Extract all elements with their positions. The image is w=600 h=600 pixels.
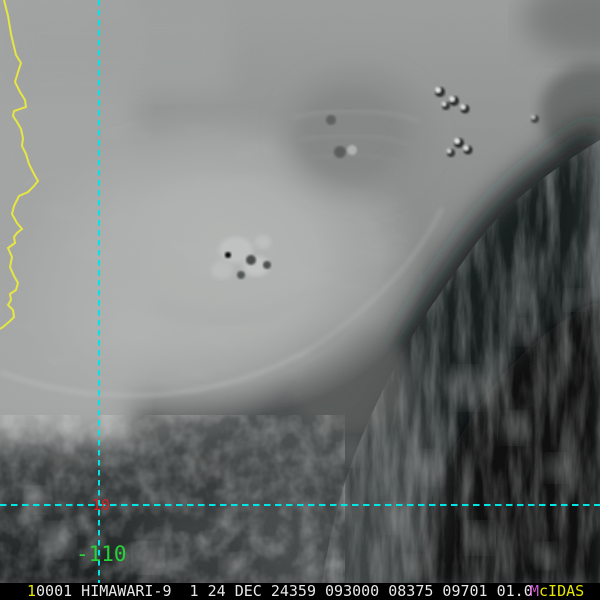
map-overlay — [0, 0, 40, 330]
cursor-position-label: 10 — [92, 496, 110, 514]
frame-number: 1 — [27, 583, 37, 600]
brand-rest: cIDAS — [539, 583, 585, 600]
image-info-text: 0001 HIMAWARI-9 1 24 DEC 24359 093000 08… — [36, 583, 533, 600]
coastline — [0, 0, 40, 330]
mcidas-brand: McIDAS — [530, 583, 584, 600]
brand-initial: M — [530, 583, 540, 600]
status-bar: 10001 HIMAWARI-9 1 24 DEC 24359 093000 0… — [0, 583, 600, 600]
grid-longitude-label: -110 — [76, 542, 127, 566]
grain-texture — [0, 0, 600, 583]
cursor-crosshair[interactable]: 10 -110 — [0, 0, 600, 583]
